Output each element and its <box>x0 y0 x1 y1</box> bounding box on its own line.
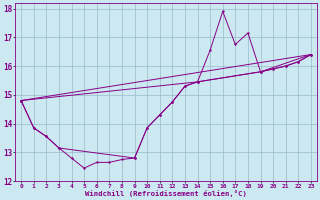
X-axis label: Windchill (Refroidissement éolien,°C): Windchill (Refroidissement éolien,°C) <box>85 190 247 197</box>
